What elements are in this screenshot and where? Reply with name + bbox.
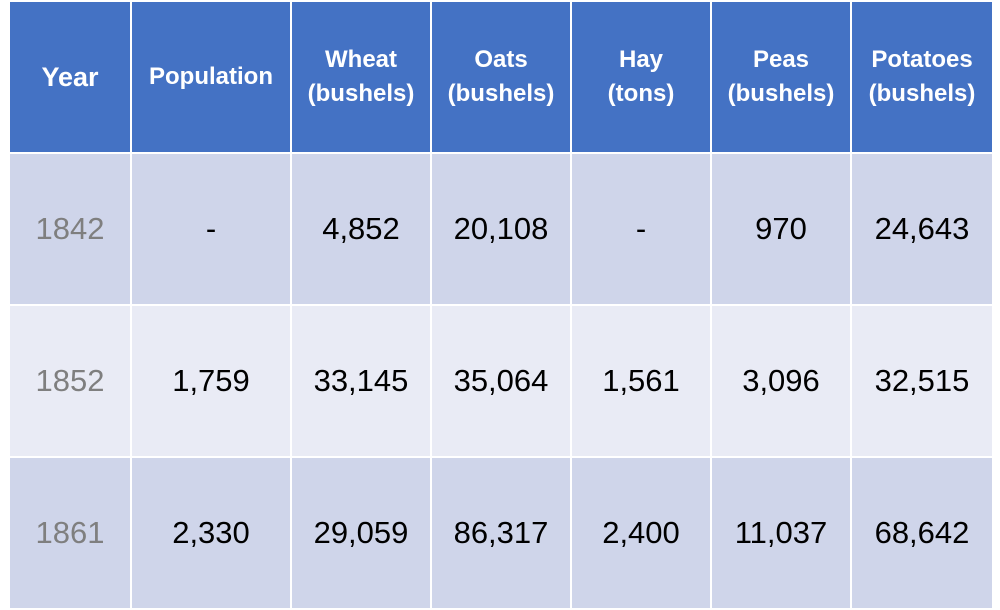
crop-statistics-table: Year Population Wheat (bushels) Oats (bu… xyxy=(8,0,994,610)
header-oats-unit: (bushels) xyxy=(447,80,555,107)
cell-oats: 86,317 xyxy=(430,456,572,610)
header-wheat-unit: (bushels) xyxy=(307,80,415,107)
header-year: Year xyxy=(8,0,132,154)
header-potatoes-label: Potatoes xyxy=(871,46,973,73)
header-oats-label: Oats xyxy=(474,46,528,73)
header-hay-unit: (tons) xyxy=(607,80,675,107)
header-year-label: Year xyxy=(41,62,99,92)
header-wheat: Wheat (bushels) xyxy=(290,0,432,154)
cell-hay: 2,400 xyxy=(570,456,712,610)
header-peas-unit: (bushels) xyxy=(727,80,835,107)
cell-potatoes: 32,515 xyxy=(850,304,994,458)
cell-hay: - xyxy=(570,152,712,306)
header-wheat-label: Wheat xyxy=(325,46,397,73)
header-peas-label: Peas xyxy=(752,46,810,73)
header-population-label: Population xyxy=(149,63,273,90)
cell-population: 2,330 xyxy=(130,456,292,610)
cell-year: 1852 xyxy=(8,304,132,458)
cell-wheat: 29,059 xyxy=(290,456,432,610)
cell-population: - xyxy=(130,152,292,306)
cell-oats: 35,064 xyxy=(430,304,572,458)
header-hay-label: Hay xyxy=(618,46,664,73)
cell-oats: 20,108 xyxy=(430,152,572,306)
cell-wheat: 4,852 xyxy=(290,152,432,306)
cell-hay: 1,561 xyxy=(570,304,712,458)
cell-peas: 3,096 xyxy=(710,304,852,458)
table-row-1842: 1842 - 4,852 20,108 - 970 24,643 xyxy=(8,152,994,306)
table-row-1861: 1861 2,330 29,059 86,317 2,400 11,037 68… xyxy=(8,456,994,610)
cell-potatoes: 68,642 xyxy=(850,456,994,610)
cell-peas: 11,037 xyxy=(710,456,852,610)
header-population: Population xyxy=(130,0,292,154)
header-hay: Hay (tons) xyxy=(570,0,712,154)
cell-year: 1861 xyxy=(8,456,132,610)
header-oats: Oats (bushels) xyxy=(430,0,572,154)
crop-statistics-table-container: Year Population Wheat (bushels) Oats (bu… xyxy=(8,0,994,610)
header-potatoes: Potatoes (bushels) xyxy=(850,0,994,154)
table-body: 1842 - 4,852 20,108 - 970 24,643 1852 1,… xyxy=(8,152,994,610)
header-potatoes-unit: (bushels) xyxy=(868,80,976,107)
table-header: Year Population Wheat (bushels) Oats (bu… xyxy=(8,0,994,154)
table-row-1852: 1852 1,759 33,145 35,064 1,561 3,096 32,… xyxy=(8,304,994,458)
header-row: Year Population Wheat (bushels) Oats (bu… xyxy=(8,0,994,154)
header-peas: Peas (bushels) xyxy=(710,0,852,154)
cell-year: 1842 xyxy=(8,152,132,306)
cell-potatoes: 24,643 xyxy=(850,152,994,306)
cell-peas: 970 xyxy=(710,152,852,306)
cell-wheat: 33,145 xyxy=(290,304,432,458)
cell-population: 1,759 xyxy=(130,304,292,458)
